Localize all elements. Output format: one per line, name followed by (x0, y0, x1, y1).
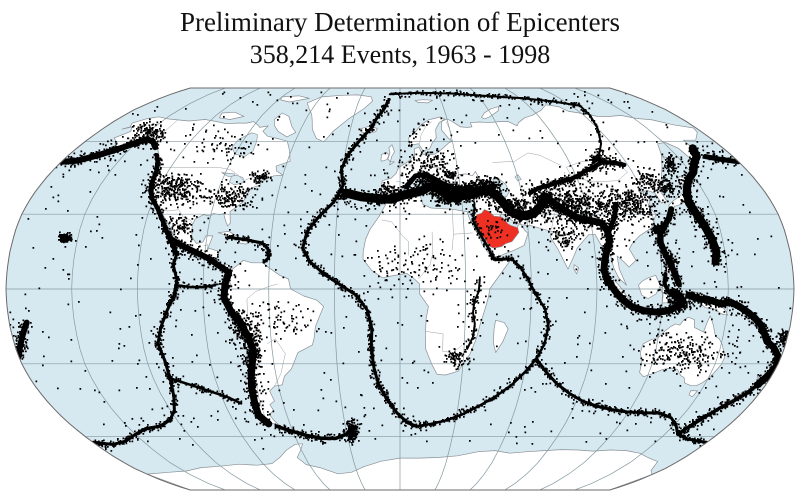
land-svalbard (414, 99, 433, 104)
land-victoria-island (219, 111, 245, 120)
world-map (5, 87, 795, 491)
land-tasmania (688, 390, 698, 398)
land-baffin-island (273, 112, 297, 138)
highlight-saudi-arabia (473, 209, 520, 249)
land-madagascar (492, 319, 509, 353)
land-great-britain (387, 144, 395, 166)
map-outline (5, 87, 795, 491)
land-scandinavia (408, 116, 446, 152)
land-ireland (380, 151, 390, 162)
map-subtitle: 358,214 Events, 1963 - 1998 (250, 40, 550, 69)
land-ellesmere-island (280, 95, 310, 103)
land-greenland (306, 94, 373, 143)
map-title: Preliminary Determination of Epicenters (180, 7, 620, 37)
